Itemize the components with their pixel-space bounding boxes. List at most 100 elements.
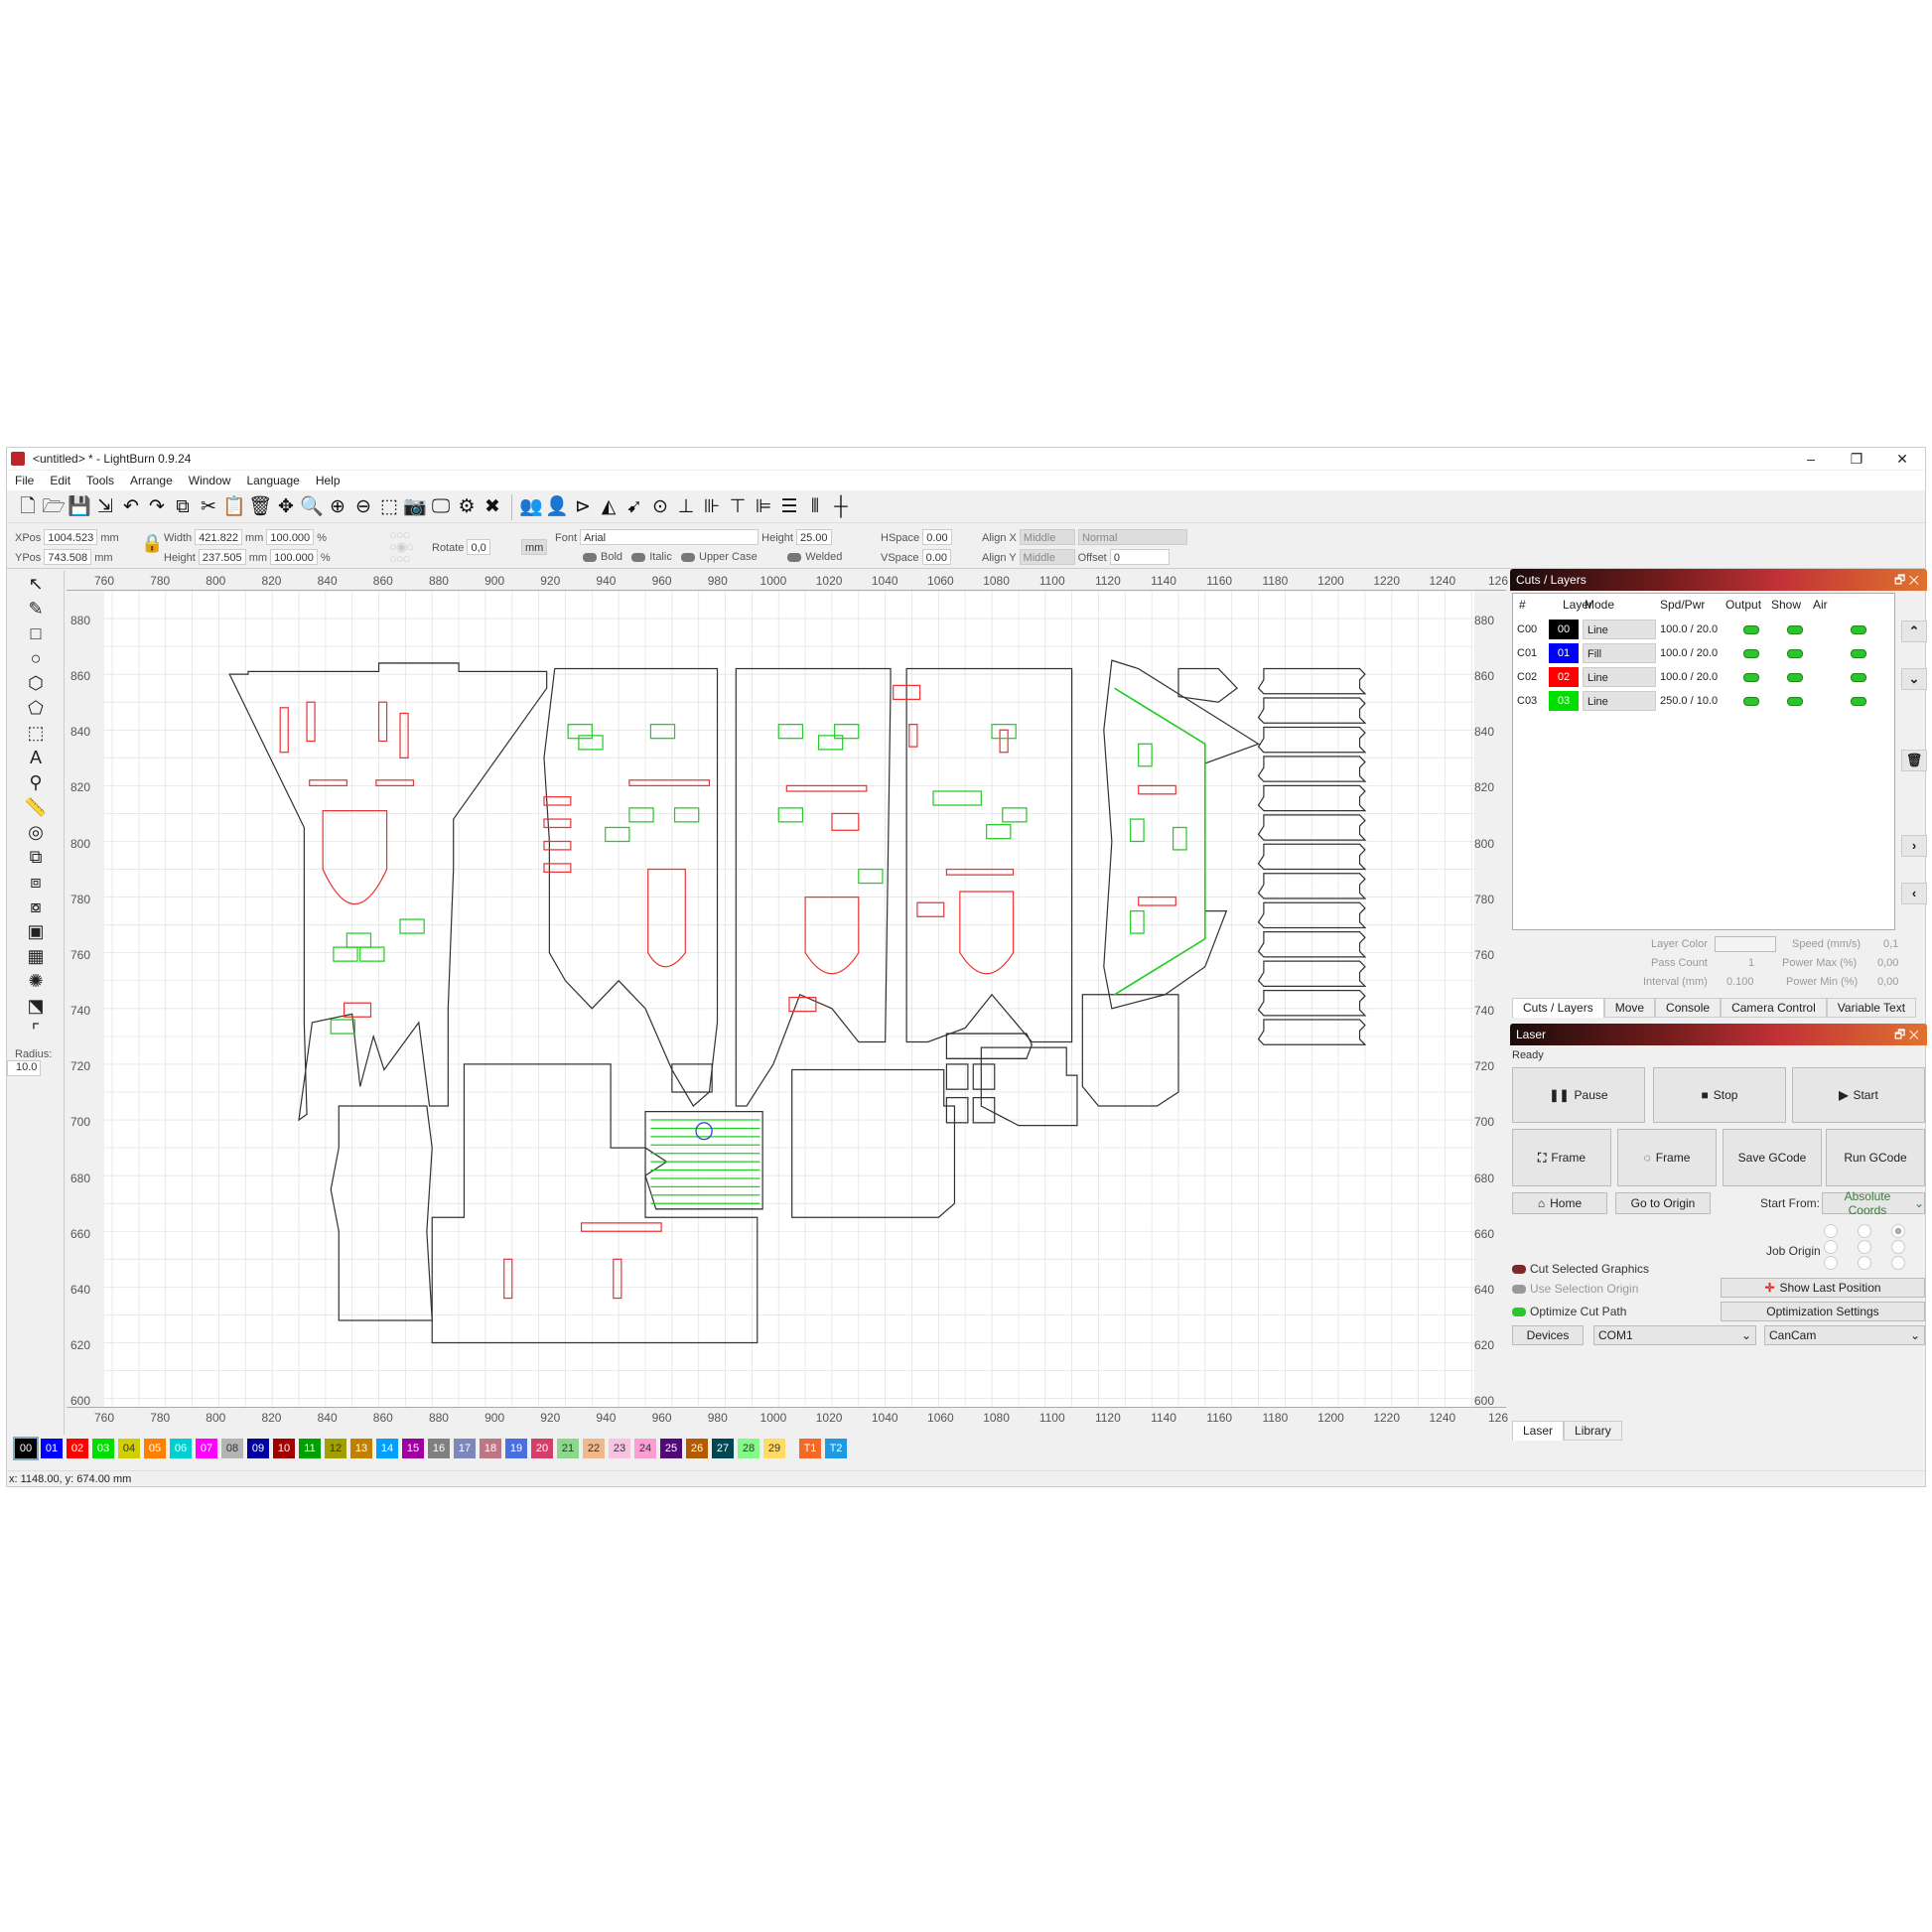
optimize-toggle[interactable] [1512, 1308, 1526, 1317]
scale-x-input[interactable]: 100.000 [266, 529, 315, 545]
menu-arrange[interactable]: Arrange [130, 474, 173, 487]
devices-button[interactable]: Devices [1512, 1325, 1584, 1345]
menu-language[interactable]: Language [246, 474, 300, 487]
job-origin-radio[interactable] [1858, 1256, 1871, 1270]
settings-icon[interactable]: ⚙ [458, 495, 476, 517]
show-toggle[interactable] [1787, 673, 1803, 682]
offset-icon[interactable]: ◎ [28, 822, 44, 842]
menu-help[interactable]: Help [315, 474, 341, 487]
show-toggle[interactable] [1787, 649, 1803, 658]
palette-swatch-05[interactable]: 05 [144, 1439, 166, 1458]
align-bottom-icon[interactable]: ⊥ [677, 495, 695, 517]
palette-swatch-23[interactable]: 23 [609, 1439, 630, 1458]
cut-shape[interactable] [1103, 659, 1260, 1010]
cut-shape[interactable] [1257, 931, 1367, 958]
interval-input[interactable]: 0.100 [1726, 976, 1754, 988]
anchor-grid[interactable]: ○○○ ○◉○ ○○○ [389, 527, 414, 566]
layer-color[interactable]: 00 [1549, 620, 1579, 639]
radius-input[interactable]: 10.0 [7, 1060, 42, 1076]
boolean-union-icon[interactable]: ⧉ [29, 847, 43, 867]
offset-input[interactable]: 0 [1109, 549, 1170, 565]
layer-color[interactable]: 01 [1549, 643, 1579, 663]
device-select[interactable]: CanCam ⌄ [1764, 1325, 1925, 1345]
corner-icon[interactable]: ⌜ [31, 1021, 41, 1040]
palette-swatch-02[interactable]: 02 [67, 1439, 88, 1458]
output-toggle[interactable] [1743, 697, 1759, 706]
delete-icon[interactable]: 🗑 [247, 495, 273, 517]
optimization-settings-button[interactable]: Optimization Settings [1721, 1302, 1925, 1321]
job-origin-radio[interactable] [1824, 1224, 1838, 1238]
menu-window[interactable]: Window [188, 474, 231, 487]
layer-color[interactable]: 03 [1549, 691, 1579, 711]
cut-shape[interactable] [1177, 667, 1238, 703]
tab-variable-text[interactable]: Variable Text [1826, 998, 1917, 1018]
palette-swatch-22[interactable]: 22 [583, 1439, 605, 1458]
close-button[interactable]: ✕ [1896, 451, 1908, 467]
align-y-select[interactable]: Middle [1019, 549, 1075, 565]
delete-layer-button[interactable]: 🗑 [1901, 750, 1927, 771]
job-origin-radio[interactable] [1858, 1240, 1871, 1254]
redo-icon[interactable]: ↷ [149, 495, 165, 517]
vspace-input[interactable]: 0.00 [921, 549, 952, 565]
distribute-icon[interactable]: ⊪ [703, 495, 721, 517]
cut-shape[interactable] [1257, 843, 1367, 871]
zoom-out-icon[interactable]: ⊖ [355, 495, 371, 517]
ellipse-icon[interactable]: ○ [30, 648, 42, 668]
palette-swatch-15[interactable]: 15 [402, 1439, 424, 1458]
palette-swatch-11[interactable]: 11 [299, 1439, 321, 1458]
output-toggle[interactable] [1743, 673, 1759, 682]
font-height-input[interactable]: 25.00 [796, 529, 832, 545]
design-canvas[interactable] [104, 591, 1474, 1407]
align-top-icon[interactable]: ⊤ [729, 495, 747, 517]
air-toggle[interactable] [1851, 673, 1866, 682]
palette-swatch-06[interactable]: 06 [170, 1439, 192, 1458]
rectangle-icon[interactable]: □ [30, 623, 42, 643]
save-gcode-button[interactable]: Save GCode [1723, 1129, 1822, 1186]
palette-swatch-00[interactable]: 00 [13, 1437, 39, 1460]
palette-swatch-20[interactable]: 20 [531, 1439, 553, 1458]
center-icon[interactable]: ⊙ [652, 495, 668, 517]
palette-swatch-25[interactable]: 25 [660, 1439, 682, 1458]
palette-swatch-21[interactable]: 21 [557, 1439, 579, 1458]
job-origin-radio[interactable] [1824, 1256, 1838, 1270]
polygon-icon[interactable]: ⬡ [28, 673, 44, 693]
rotate-input[interactable]: 0,0 [467, 539, 490, 555]
palette-swatch-14[interactable]: 14 [376, 1439, 398, 1458]
start-from-select[interactable]: Absolute Coords ⌄ [1822, 1189, 1925, 1217]
cut-shape[interactable] [980, 1046, 1078, 1127]
cut-shape[interactable] [1257, 784, 1367, 812]
cut-shape[interactable] [431, 1063, 759, 1344]
width-input[interactable]: 421.822 [195, 529, 242, 545]
palette-swatch-26[interactable]: 26 [686, 1439, 708, 1458]
ungroup-icon[interactable]: 👤 [545, 495, 569, 517]
palette-swatch-01[interactable]: 01 [41, 1439, 63, 1458]
frame-rect-button[interactable]: ⛶ Frame [1512, 1129, 1611, 1186]
cut-shape[interactable] [905, 667, 1073, 1043]
layer-color-swatch[interactable] [1715, 936, 1776, 952]
cut-shape[interactable] [543, 667, 719, 1107]
mm-button[interactable]: mm [521, 539, 548, 555]
tools-icon[interactable]: ✖ [484, 495, 500, 517]
job-origin-radio[interactable] [1824, 1240, 1838, 1254]
restore-button[interactable]: ❐ [1850, 451, 1863, 467]
arrange-row-icon[interactable]: ☰ [780, 495, 798, 517]
import-icon[interactable]: ⇲ [97, 495, 113, 517]
float-close-icons[interactable]: 🗗 ✕ [1894, 1028, 1919, 1041]
tab-library[interactable]: Library [1564, 1421, 1622, 1441]
cut-shape[interactable] [1257, 667, 1367, 695]
font-select[interactable]: Arial [580, 529, 759, 545]
pass-count-input[interactable]: 1 [1748, 957, 1755, 969]
port-select[interactable]: COM1 ⌄ [1593, 1325, 1756, 1345]
cut-shape[interactable] [945, 1033, 1033, 1059]
tab-camera-control[interactable]: Camera Control [1721, 998, 1827, 1018]
output-toggle[interactable] [1743, 625, 1759, 634]
palette-swatch-27[interactable]: 27 [712, 1439, 734, 1458]
send-icon[interactable]: ➹ [626, 495, 642, 517]
layer-row[interactable]: C03 03 Line 250.0 / 10.0 [1513, 689, 1890, 711]
layer-row[interactable]: C01 01 Fill 100.0 / 20.0 [1513, 641, 1890, 663]
layer-row[interactable]: C00 00 Line 100.0 / 20.0 [1513, 618, 1890, 639]
cut-shape[interactable] [1257, 814, 1367, 841]
cut-shape[interactable] [1257, 697, 1367, 724]
use-selection-origin-toggle[interactable] [1512, 1285, 1526, 1295]
copy-icon[interactable]: ⧉ [176, 495, 190, 517]
